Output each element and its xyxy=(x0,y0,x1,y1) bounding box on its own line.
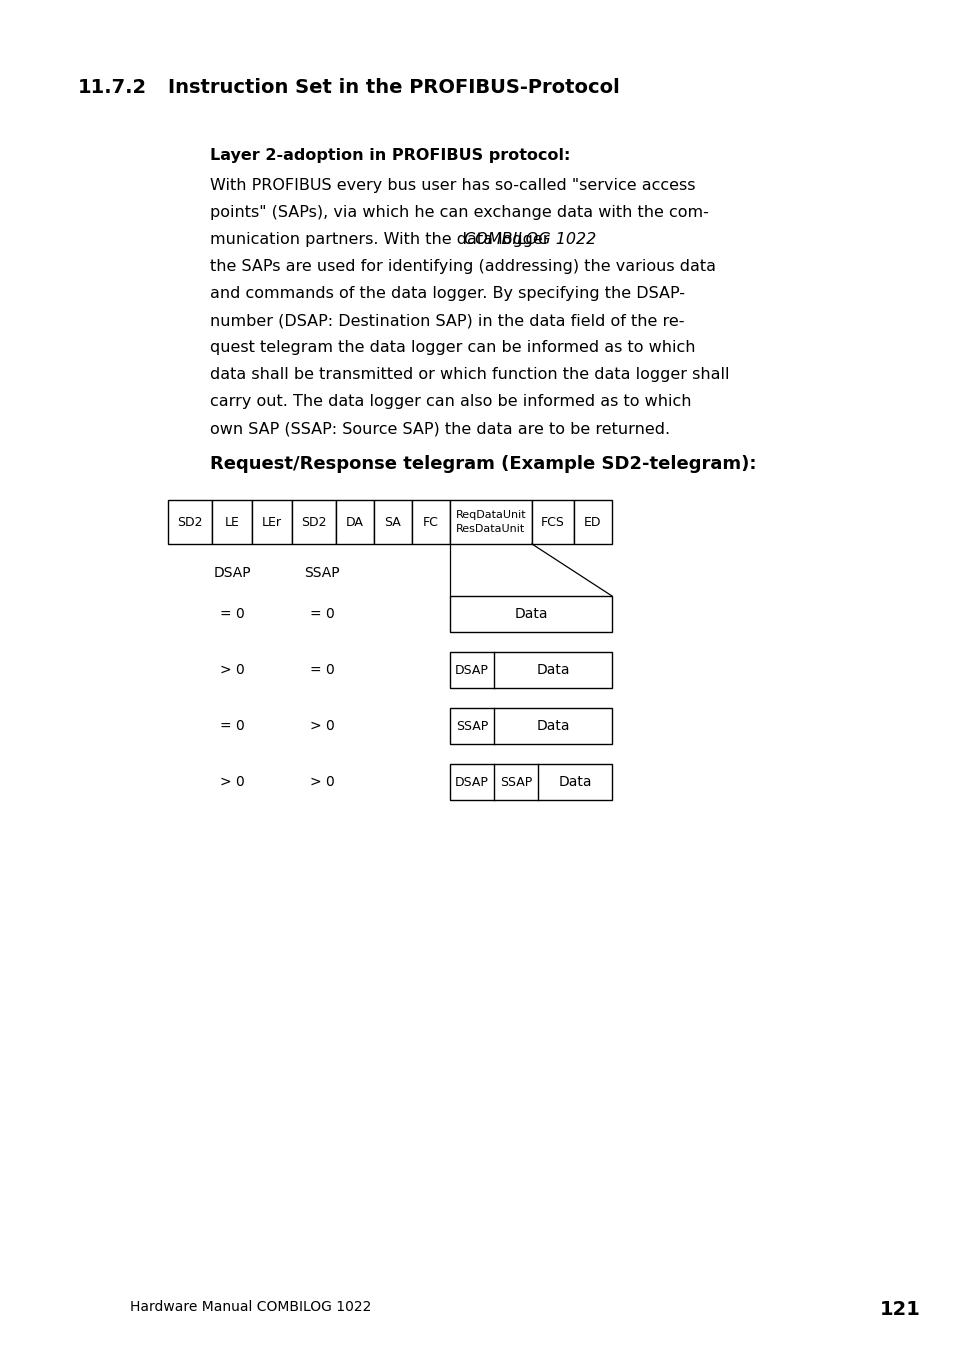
Text: Layer 2-adoption in PROFIBUS protocol:: Layer 2-adoption in PROFIBUS protocol: xyxy=(210,149,570,163)
Text: ReqDataUnit: ReqDataUnit xyxy=(456,509,526,520)
Text: and commands of the data logger. By specifying the DSAP-: and commands of the data logger. By spec… xyxy=(210,286,684,301)
Text: SA: SA xyxy=(384,516,401,528)
Text: data shall be transmitted or which function the data logger shall: data shall be transmitted or which funct… xyxy=(210,367,729,382)
Text: With PROFIBUS every bus user has so-called "service access: With PROFIBUS every bus user has so-call… xyxy=(210,178,695,193)
Text: points" (SAPs), via which he can exchange data with the com-: points" (SAPs), via which he can exchang… xyxy=(210,205,708,220)
Bar xyxy=(412,500,450,544)
Text: Data: Data xyxy=(536,663,569,677)
Bar xyxy=(335,500,374,544)
Text: COMBILOG 1022: COMBILOG 1022 xyxy=(463,232,596,247)
Text: ED: ED xyxy=(583,516,601,528)
Bar xyxy=(292,500,335,544)
Text: > 0: > 0 xyxy=(310,719,334,734)
Text: > 0: > 0 xyxy=(310,775,334,789)
Text: DA: DA xyxy=(346,516,363,528)
Text: Data: Data xyxy=(536,719,569,734)
Text: carry out. The data logger can also be informed as to which: carry out. The data logger can also be i… xyxy=(210,394,691,409)
Bar xyxy=(450,596,612,632)
Text: quest telegram the data logger can be informed as to which: quest telegram the data logger can be in… xyxy=(210,340,695,355)
Bar xyxy=(450,500,532,544)
Text: Request/Response telegram (Example SD2-telegram):: Request/Response telegram (Example SD2-t… xyxy=(210,455,756,473)
Text: = 0: = 0 xyxy=(310,663,334,677)
Bar xyxy=(450,653,612,688)
Bar xyxy=(532,500,574,544)
Text: SSAP: SSAP xyxy=(456,720,488,732)
Text: FCS: FCS xyxy=(540,516,564,528)
Text: own SAP (SSAP: Source SAP) the data are to be returned.: own SAP (SSAP: Source SAP) the data are … xyxy=(210,422,669,436)
Text: SSAP: SSAP xyxy=(499,775,532,789)
Text: ResDataUnit: ResDataUnit xyxy=(456,524,525,534)
Text: = 0: = 0 xyxy=(219,607,244,621)
Text: number (DSAP: Destination SAP) in the data field of the re-: number (DSAP: Destination SAP) in the da… xyxy=(210,313,684,328)
Text: SD2: SD2 xyxy=(177,516,203,528)
Text: LE: LE xyxy=(224,516,239,528)
Text: = 0: = 0 xyxy=(219,719,244,734)
Text: > 0: > 0 xyxy=(219,775,244,789)
Text: Hardware Manual COMBILOG 1022: Hardware Manual COMBILOG 1022 xyxy=(130,1300,371,1315)
Text: munication partners. With the data logger: munication partners. With the data logge… xyxy=(210,232,554,247)
Text: Data: Data xyxy=(514,607,547,621)
Text: Data: Data xyxy=(558,775,591,789)
Text: FC: FC xyxy=(422,516,438,528)
Bar xyxy=(168,500,212,544)
Text: SD2: SD2 xyxy=(301,516,327,528)
Bar xyxy=(252,500,292,544)
Bar xyxy=(574,500,612,544)
Text: > 0: > 0 xyxy=(219,663,244,677)
Text: Instruction Set in the PROFIBUS-Protocol: Instruction Set in the PROFIBUS-Protocol xyxy=(168,78,619,97)
Bar xyxy=(450,765,612,800)
Bar xyxy=(212,500,252,544)
Text: DSAP: DSAP xyxy=(455,775,489,789)
Text: LEr: LEr xyxy=(262,516,282,528)
Text: DSAP: DSAP xyxy=(455,663,489,677)
Text: 121: 121 xyxy=(879,1300,920,1319)
Text: 11.7.2: 11.7.2 xyxy=(78,78,147,97)
Text: the SAPs are used for identifying (addressing) the various data: the SAPs are used for identifying (addre… xyxy=(210,259,716,274)
Text: DSAP: DSAP xyxy=(213,566,251,580)
Bar xyxy=(374,500,412,544)
Text: SSAP: SSAP xyxy=(304,566,339,580)
Text: = 0: = 0 xyxy=(310,607,334,621)
Bar xyxy=(450,708,612,744)
